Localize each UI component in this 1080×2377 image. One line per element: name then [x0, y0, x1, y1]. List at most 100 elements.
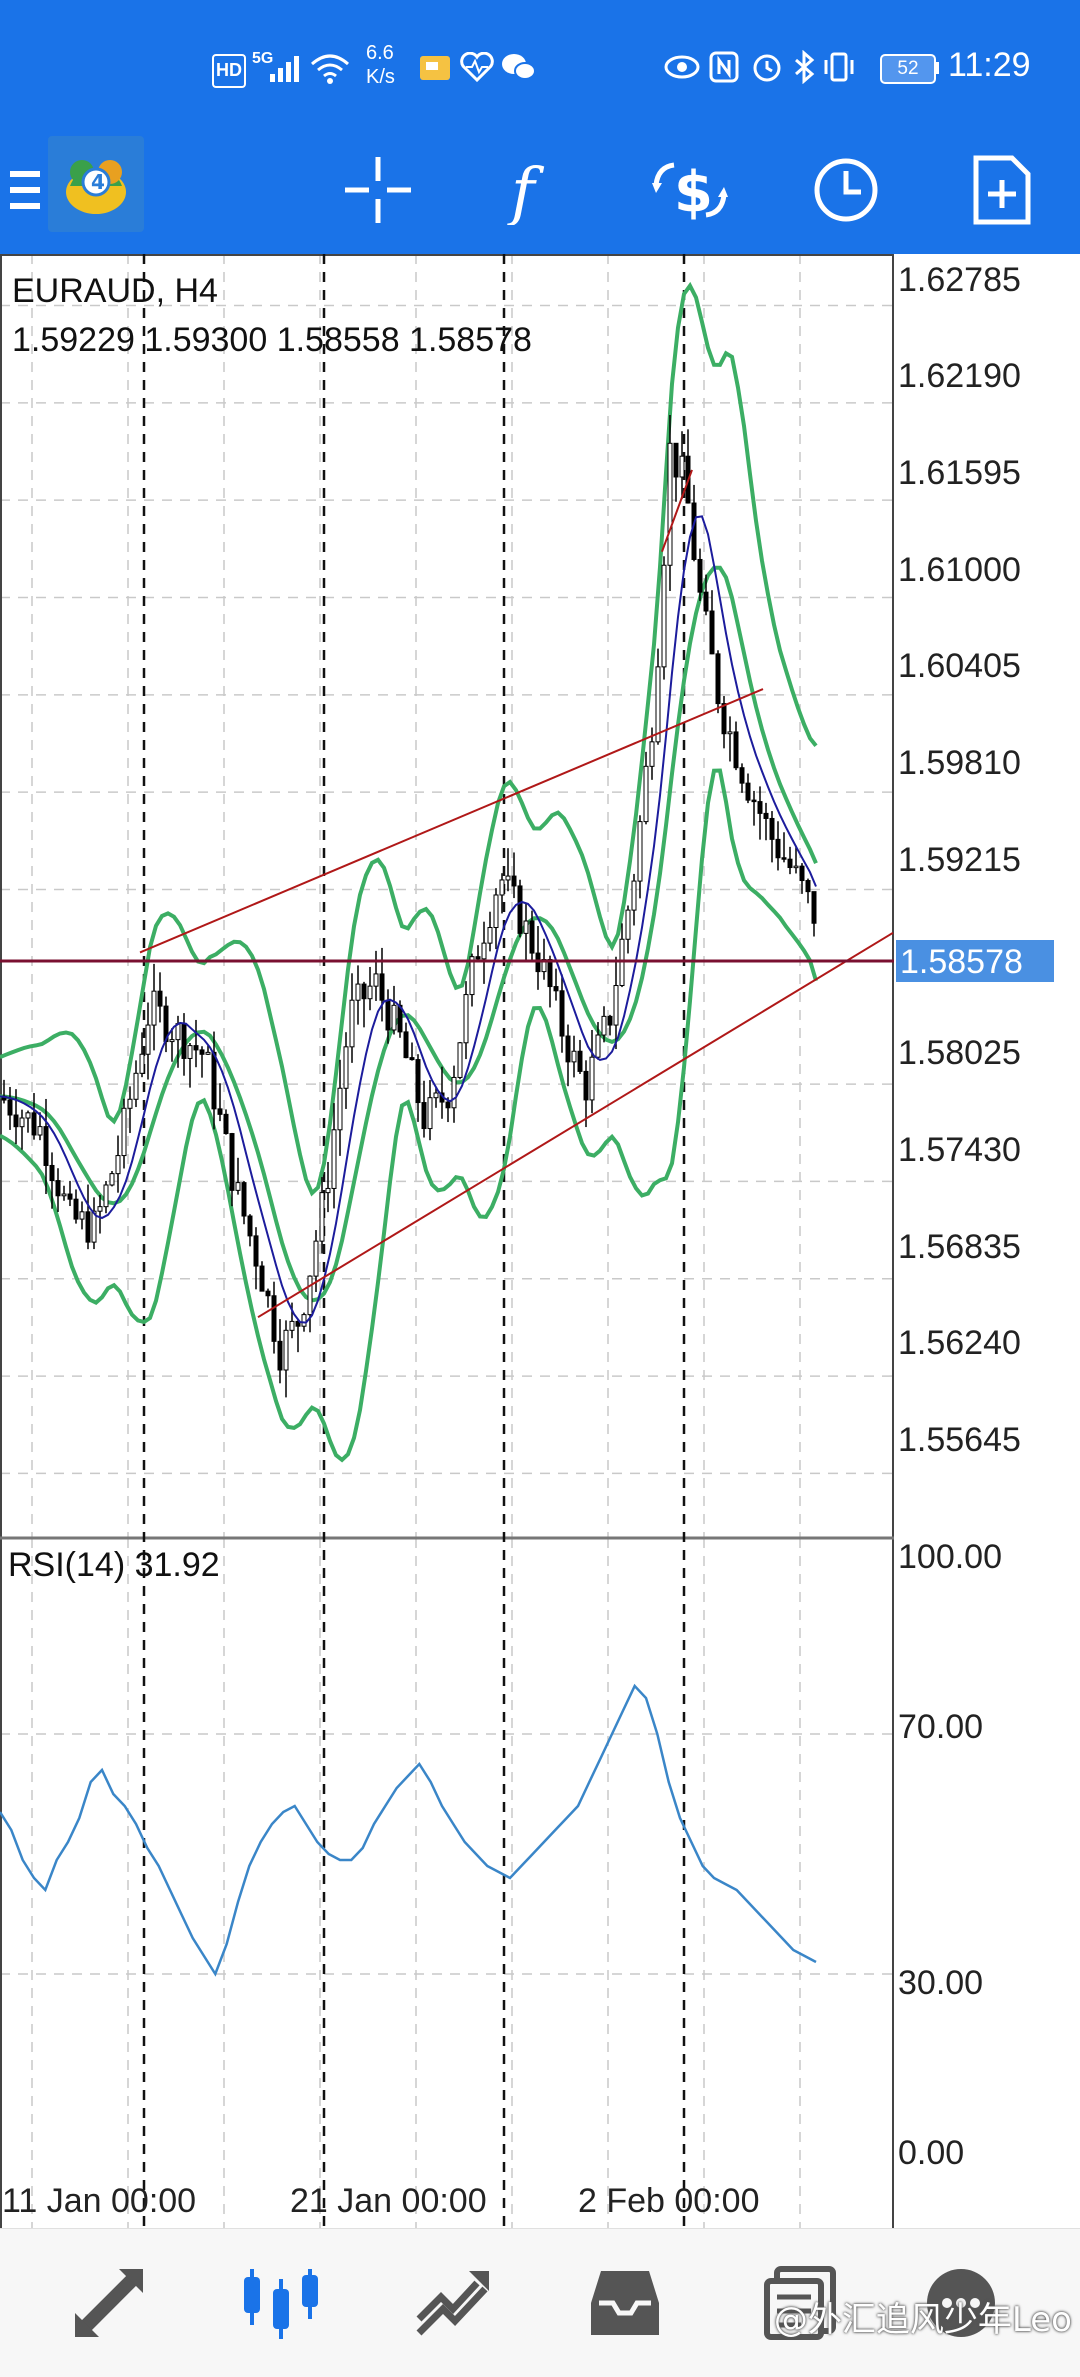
candle-body: [73, 1198, 79, 1220]
candle-body: [679, 455, 685, 478]
candle-body: [319, 1192, 325, 1242]
trend-channel[interactable]: [139, 469, 894, 1319]
candle-body: [709, 610, 715, 655]
candle-body: [301, 1314, 307, 1327]
crosshair-button[interactable]: [324, 136, 432, 244]
crosshair-icon: [345, 157, 411, 223]
current-price-label: 1.58578: [900, 943, 1023, 981]
candle-body: [655, 666, 661, 743]
candle-body: [229, 1133, 235, 1191]
menu-button[interactable]: [0, 136, 78, 244]
bollinger-upper: [0, 281, 818, 1197]
candle-body: [121, 1107, 127, 1157]
candle-body: [385, 999, 391, 1031]
rsi-chart-frame: [0, 1537, 894, 2377]
candle-body: [133, 1072, 139, 1100]
nav-quotes[interactable]: [44, 2229, 174, 2377]
candle-body: [205, 1051, 211, 1055]
vibrate-icon: [822, 50, 856, 89]
nav-settings[interactable]: [896, 2229, 1026, 2377]
health-icon: [460, 51, 494, 87]
candle-body: [451, 1076, 457, 1109]
candle-body: [415, 1059, 421, 1104]
candle-body: [625, 909, 631, 940]
candle-body: [283, 1329, 289, 1371]
chart-canvas[interactable]: 1.62785 1.62190 1.61595 1.61000 1.60405 …: [0, 254, 1080, 2377]
candle-body: [235, 1182, 241, 1191]
candle-body: [373, 973, 379, 987]
candle-body: [811, 891, 817, 924]
candle-body: [595, 1034, 601, 1058]
time-tick: 11 Jan 00:00: [2, 2182, 196, 2220]
candle-body: [307, 1275, 313, 1316]
candle-body: [637, 821, 643, 882]
new-order-button[interactable]: [948, 136, 1056, 244]
watermark-text: @外汇追风少年Leo: [773, 2300, 1072, 2340]
candle-body: [529, 920, 535, 954]
objects-button[interactable]: $: [636, 136, 744, 244]
candle-body: [583, 1070, 589, 1101]
candle-body: [565, 1035, 571, 1063]
chart-area[interactable]: 1.62785 1.62190 1.61595 1.61000 1.60405 …: [0, 254, 1080, 2377]
nav-history[interactable]: [560, 2229, 690, 2377]
candle-body: [499, 879, 505, 896]
candle-body: [421, 1102, 427, 1130]
candle-body: [349, 999, 355, 1048]
candle-body: [751, 799, 757, 803]
candle-body: [199, 1049, 205, 1055]
rsi-axis: 100.00 70.00 30.00 0.00: [898, 1538, 1002, 2172]
candle-body: [481, 942, 487, 960]
candle-body: [127, 1098, 133, 1109]
candle-body: [805, 880, 811, 893]
svg-text:f: f: [507, 155, 545, 225]
price-tick: 1.62190: [898, 357, 1021, 395]
price-tick: 1.59810: [898, 744, 1021, 782]
ohlc-label: 1.59229 1.59300 1.58558 1.58578: [12, 321, 532, 359]
candle-body: [571, 1050, 577, 1063]
objects-icon: $: [652, 160, 728, 225]
candle-body: [697, 558, 703, 593]
candle-body: [13, 1114, 19, 1128]
timeframe-button[interactable]: [792, 136, 900, 244]
price-tick: 1.59215: [898, 841, 1021, 879]
candle-body: [337, 1087, 343, 1131]
price-tick: 1.62785: [898, 261, 1021, 299]
candle-body: [667, 442, 673, 566]
price-tick: 1.58025: [898, 1034, 1021, 1072]
price-tick: 1.55645: [898, 1421, 1021, 1459]
candle-body: [721, 703, 727, 735]
candle-body: [61, 1193, 67, 1197]
time-tick: 2 Feb 00:00: [578, 2182, 759, 2220]
nav-chart[interactable]: [216, 2229, 346, 2377]
ma-line: [0, 515, 817, 1324]
net-speed-value: 6.6: [366, 42, 394, 64]
candle-body: [457, 1042, 463, 1078]
candle-body: [703, 591, 709, 612]
battery-icon: 52: [880, 54, 936, 84]
candle-body: [463, 994, 469, 1044]
nav-trade[interactable]: [388, 2229, 518, 2377]
nav-messages[interactable]: [736, 2229, 866, 2377]
indicators-button[interactable]: f: [478, 136, 586, 244]
candle-body: [745, 782, 751, 801]
candle-body: [643, 765, 649, 823]
time-axis: 11 Jan 00:00 21 Jan 00:00 2 Feb 00:00: [2, 2182, 759, 2220]
net-speed-unit: K/s: [366, 66, 395, 88]
candle-body: [55, 1180, 61, 1197]
candle-body: [109, 1173, 115, 1186]
battery-tip: [935, 62, 939, 74]
candle-body: [427, 1097, 433, 1130]
candle-body: [505, 875, 511, 881]
app-notification-icon: [418, 50, 452, 89]
candle-body: [523, 920, 529, 934]
candle-body: [757, 801, 763, 814]
trade-icon: [416, 2271, 489, 2336]
candle-body: [493, 894, 499, 929]
candle-body: [31, 1112, 37, 1136]
candle-body: [769, 817, 775, 840]
bollinger-bands: [0, 281, 818, 1463]
price-tick: 1.56835: [898, 1228, 1021, 1266]
price-tick: 1.61595: [898, 454, 1021, 492]
candle-body: [475, 956, 481, 960]
candle-body: [787, 858, 793, 869]
